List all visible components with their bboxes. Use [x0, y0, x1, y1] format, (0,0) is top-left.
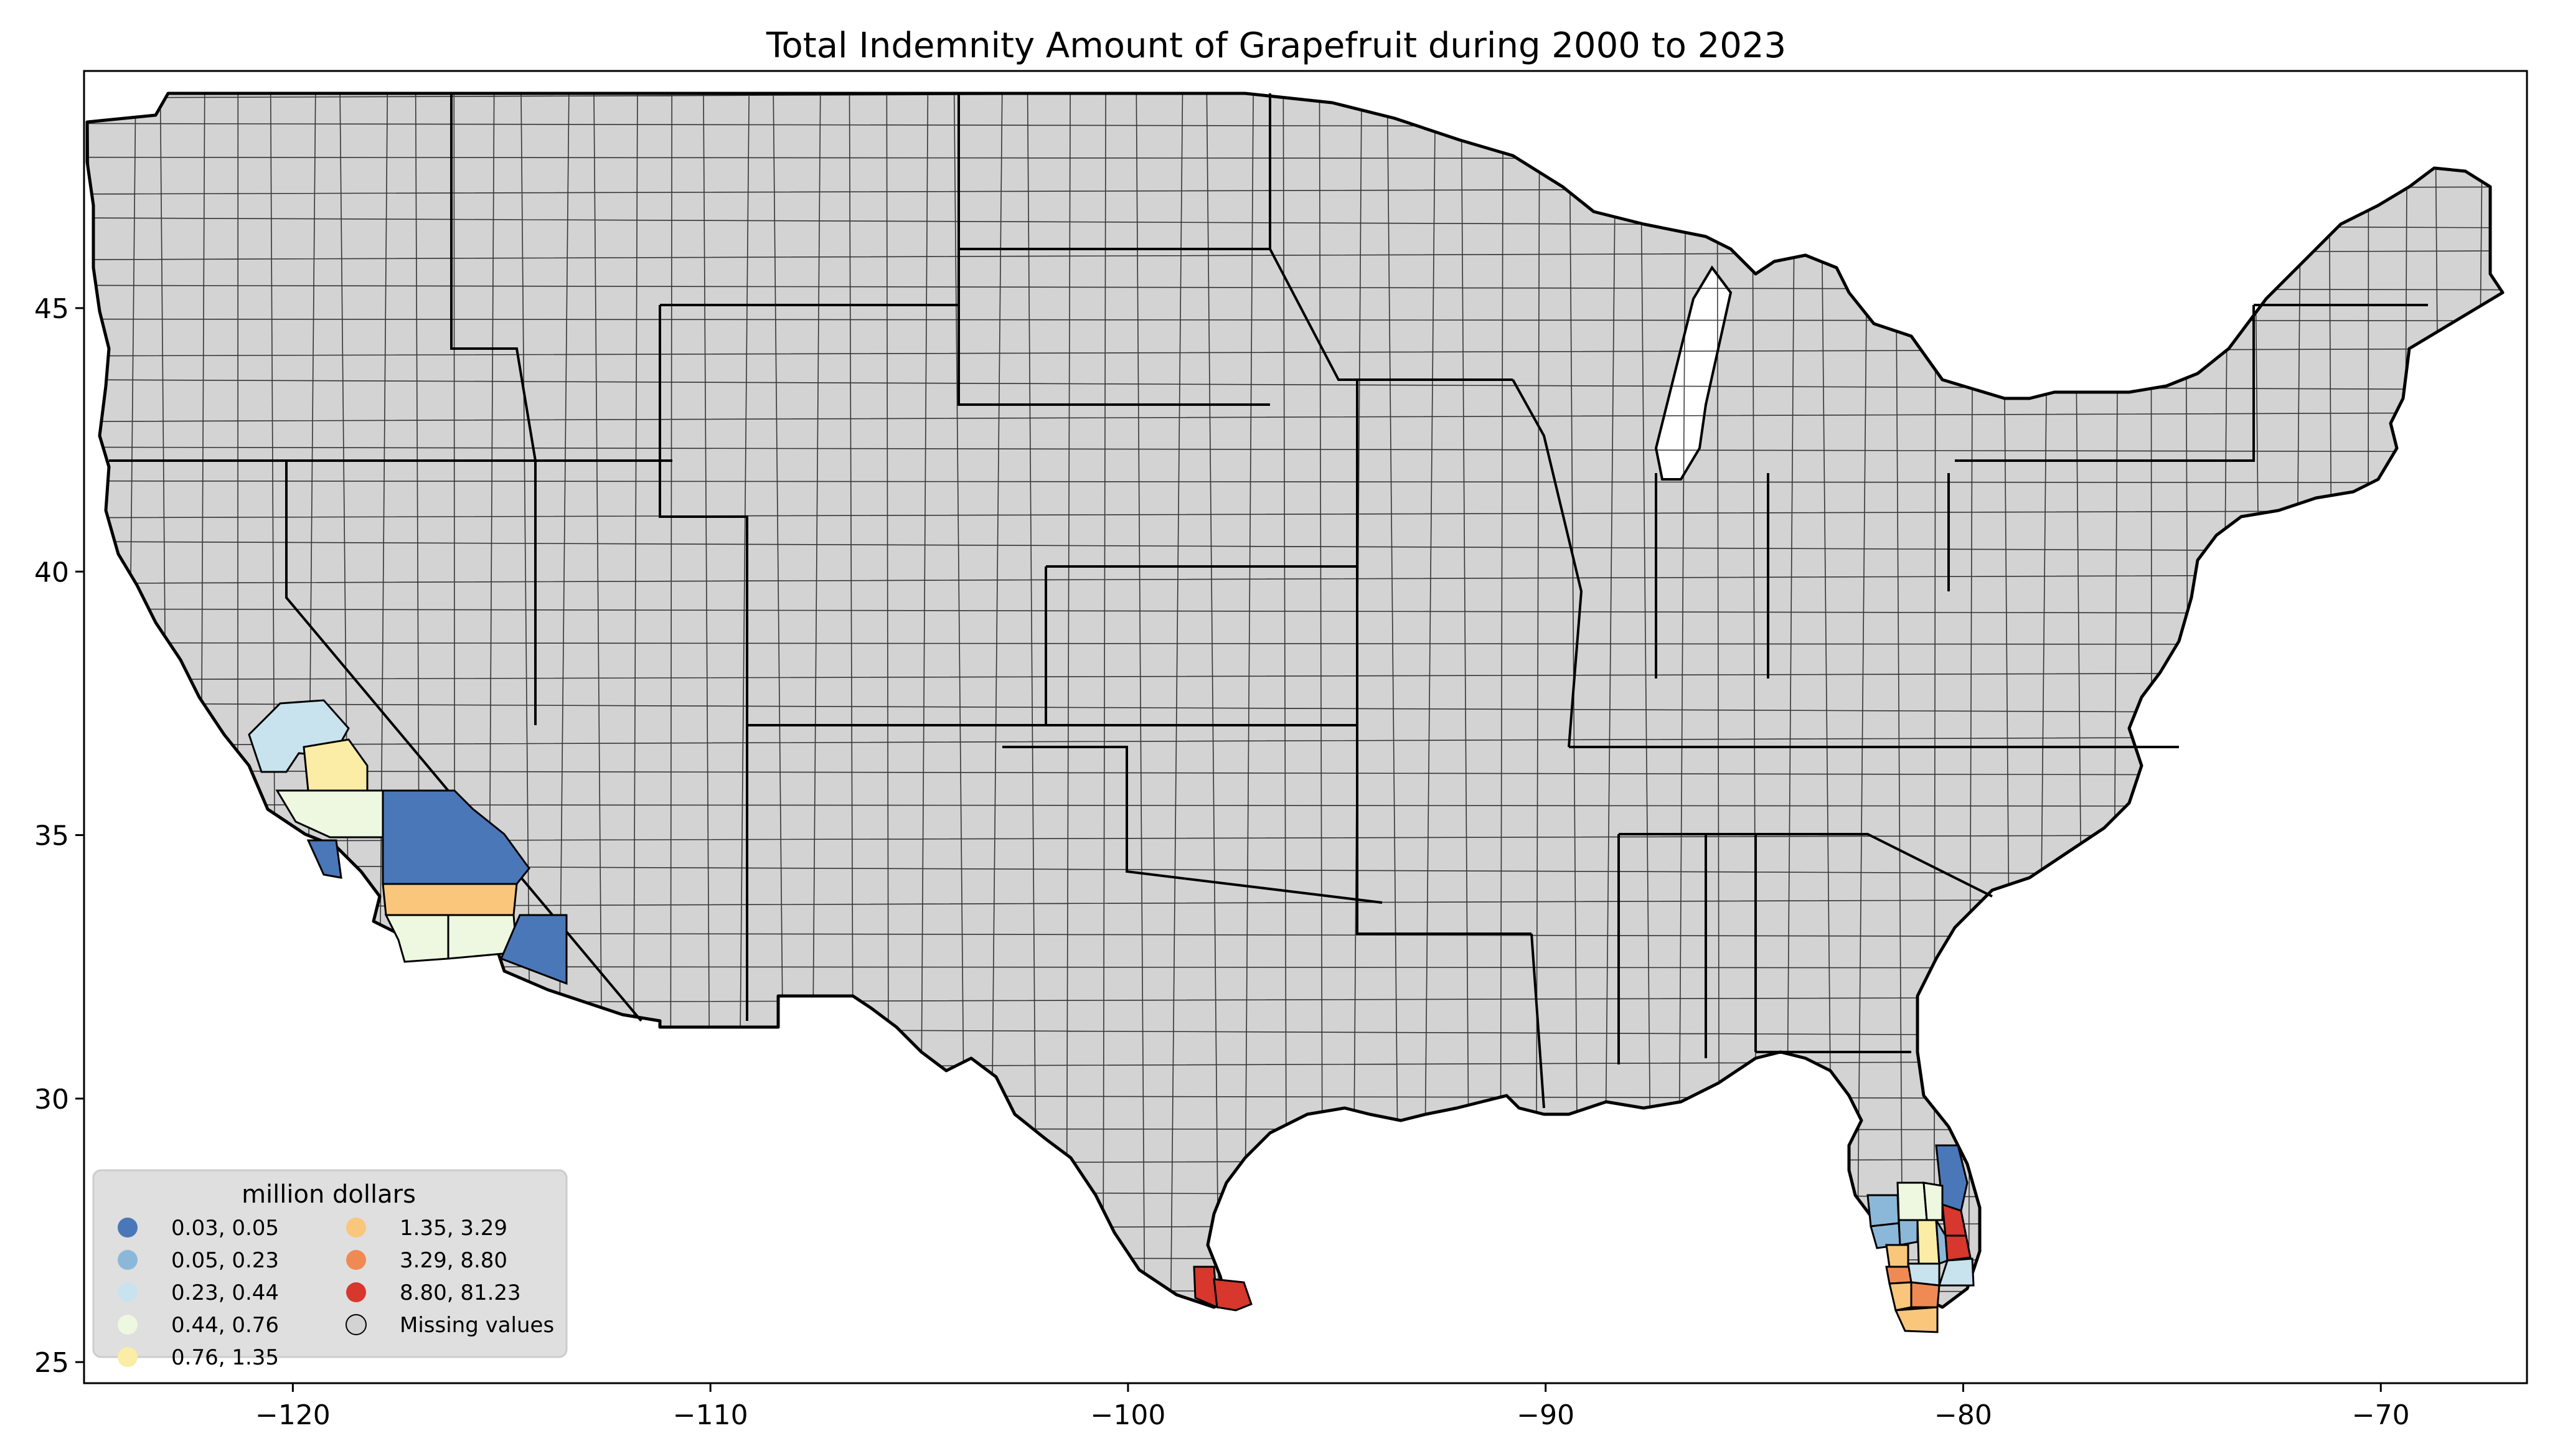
x-tick-label: −80 [1934, 1399, 1992, 1431]
colored-counties [248, 699, 1975, 1333]
x-tick-label: −100 [1090, 1399, 1165, 1431]
legend-label: 1.35, 3.29 [400, 1216, 507, 1241]
legend-swatch [346, 1314, 367, 1335]
county-fl-charlotte [1885, 1266, 1912, 1285]
county-tx-cameron [1213, 1278, 1253, 1312]
county-fl-st-lucie [1944, 1234, 1972, 1262]
county-fl-hardee [1898, 1219, 1919, 1246]
county-fl-desoto [1885, 1244, 1909, 1268]
legend-box [92, 1169, 568, 1358]
county-ca-tulare [303, 738, 369, 792]
legend-label: 3.29, 8.80 [400, 1248, 507, 1273]
county-fl-lee [1888, 1281, 1912, 1312]
legend: million dollars 0.03, 0.05 0.05, 0.23 0.23… [92, 1169, 568, 1370]
county-fl-martin [1937, 1257, 1975, 1287]
legend-label: 0.76, 1.35 [171, 1345, 279, 1370]
y-tick-label: 30 [34, 1084, 69, 1115]
legend-swatch [118, 1347, 138, 1367]
legend-swatch [118, 1282, 138, 1302]
axes-frame [83, 70, 2528, 1384]
y-tick-label: 45 [34, 293, 69, 325]
county-ca-kern [275, 789, 384, 838]
legend-swatch [118, 1218, 138, 1238]
legend-label: 0.23, 0.44 [171, 1280, 279, 1305]
plot-area [83, 70, 2528, 1384]
county-fl-polk [1896, 1181, 1928, 1221]
y-axis: 25 30 35 40 45 [34, 293, 84, 1379]
legend-title: million dollars [242, 1180, 416, 1209]
county-fl-hillsborough [1866, 1194, 1900, 1228]
legend-swatch [346, 1282, 366, 1302]
legend-items: 0.03, 0.05 0.05, 0.23 0.23, 0.44 0.44, 0.76… [118, 1216, 554, 1370]
legend-label: 0.03, 0.05 [171, 1216, 279, 1241]
legend-swatch [346, 1250, 366, 1270]
legend-label: 8.80, 81.23 [400, 1280, 521, 1305]
state-boundaries [109, 93, 2428, 1109]
y-tick-label: 40 [34, 557, 69, 588]
map-title: Total Indemnity Amount of Grapefruit dur… [766, 26, 1786, 66]
county-fl-hendry [1910, 1281, 1941, 1308]
y-tick-label: 25 [34, 1347, 69, 1379]
y-tick-label: 35 [34, 820, 69, 852]
legend-swatch [346, 1218, 366, 1238]
legend-swatch [118, 1315, 138, 1335]
county-fl-collier [1894, 1306, 1939, 1333]
county-ca-ventura [306, 839, 342, 879]
x-tick-label: −90 [1517, 1399, 1574, 1431]
county-az-yuma [500, 914, 568, 985]
legend-label: 0.05, 0.23 [171, 1248, 279, 1273]
county-ca-riverside [382, 883, 518, 916]
legend-label: 0.44, 0.76 [171, 1313, 279, 1338]
x-tick-label: −110 [673, 1399, 748, 1431]
x-tick-label: −70 [2352, 1399, 2410, 1431]
x-axis: −120 −110 −100 −90 −80 −70 [255, 1383, 2410, 1431]
legend-label: Missing values [400, 1313, 554, 1338]
county-ca-san-diego [384, 914, 449, 963]
x-tick-label: −120 [255, 1399, 331, 1431]
legend-swatch [118, 1250, 138, 1270]
county-fl-osceola [1922, 1181, 1944, 1221]
